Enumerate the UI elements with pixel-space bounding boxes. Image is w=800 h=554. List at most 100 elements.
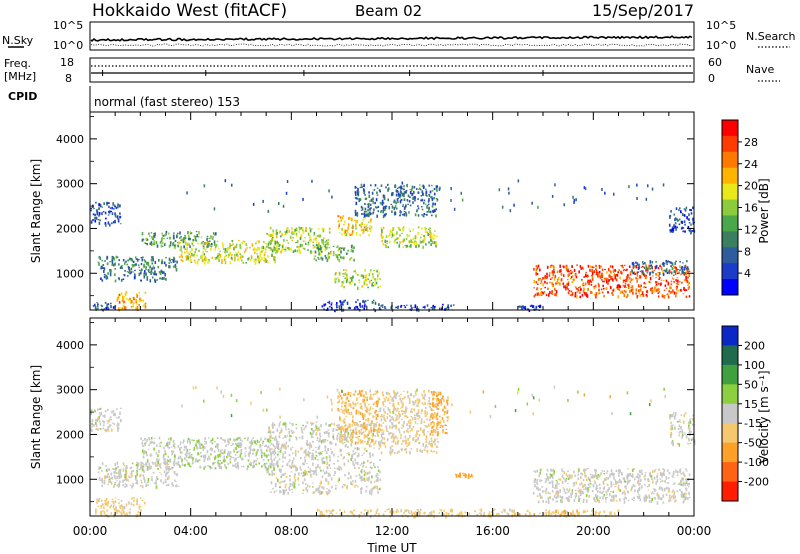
echo-cell bbox=[400, 199, 403, 202]
echo-cell bbox=[343, 462, 346, 466]
echo-cell bbox=[405, 441, 407, 445]
echo-cell bbox=[284, 444, 287, 447]
echo-cell bbox=[282, 460, 284, 463]
echo-cell bbox=[570, 290, 573, 293]
echo-cell bbox=[364, 275, 367, 279]
echo-cell bbox=[190, 259, 192, 262]
echo-cell bbox=[429, 210, 432, 214]
echo-cell bbox=[329, 490, 331, 493]
echo-cell bbox=[183, 449, 186, 451]
echo-cell bbox=[676, 282, 679, 285]
echo-cell bbox=[622, 269, 625, 272]
echo-cell bbox=[120, 291, 123, 295]
echo-cell bbox=[119, 223, 122, 225]
echo-cell bbox=[549, 278, 552, 280]
echo-cell bbox=[381, 304, 383, 307]
echo-cell bbox=[629, 280, 632, 283]
echo-cell bbox=[317, 256, 319, 259]
echo-cell bbox=[395, 435, 397, 439]
echo-cell bbox=[175, 268, 178, 271]
echo-cell bbox=[390, 435, 393, 439]
echo-cell bbox=[230, 256, 233, 260]
echo-cell bbox=[591, 275, 593, 277]
echo-cell bbox=[279, 481, 282, 484]
echo-cell bbox=[116, 475, 118, 480]
echo-cell bbox=[675, 288, 678, 291]
echo-cell bbox=[282, 204, 285, 208]
echo-cell bbox=[410, 410, 412, 413]
echo-cell bbox=[358, 410, 360, 415]
echo-cell bbox=[276, 245, 278, 249]
echo-cell bbox=[509, 209, 512, 213]
echo-cell bbox=[276, 249, 278, 253]
echo-cell bbox=[581, 278, 583, 281]
echo-cell bbox=[411, 400, 414, 403]
echo-cell bbox=[640, 266, 643, 268]
echo-cell bbox=[325, 456, 328, 459]
echo-cell bbox=[382, 416, 384, 418]
echo-cell bbox=[380, 227, 383, 230]
echo-cell bbox=[312, 457, 314, 461]
echo-cell bbox=[370, 397, 372, 399]
echo-cell bbox=[524, 307, 527, 310]
echo-cell bbox=[114, 214, 117, 218]
echo-cell bbox=[374, 411, 376, 414]
echo-cell bbox=[358, 281, 361, 283]
echo-cell bbox=[94, 216, 96, 220]
echo-cell bbox=[191, 439, 193, 441]
echo-cell bbox=[413, 404, 416, 406]
echo-cell bbox=[129, 484, 132, 486]
echo-cell bbox=[237, 463, 239, 466]
echo-cell bbox=[417, 430, 420, 432]
echo-cell bbox=[252, 202, 255, 206]
echo-cell bbox=[360, 462, 363, 465]
echo-cell bbox=[264, 437, 267, 440]
echo-cell bbox=[234, 454, 237, 456]
echo-cell bbox=[673, 224, 675, 228]
echo-cell bbox=[224, 464, 226, 467]
echo-cell bbox=[267, 459, 270, 462]
echo-cell bbox=[285, 488, 287, 492]
echo-cell bbox=[343, 286, 345, 289]
echo-cell bbox=[208, 243, 211, 247]
echo-cell bbox=[402, 410, 404, 412]
echo-cell bbox=[335, 485, 337, 487]
echo-cell bbox=[116, 417, 118, 419]
echo-cell bbox=[131, 462, 134, 465]
echo-cell bbox=[436, 397, 439, 400]
echo-cell bbox=[370, 412, 372, 415]
echo-cell bbox=[370, 492, 373, 496]
echo-cell bbox=[617, 295, 619, 299]
echo-cell bbox=[401, 443, 403, 445]
echo-cell bbox=[426, 205, 428, 209]
echo-cell bbox=[650, 287, 652, 292]
echo-cell bbox=[94, 219, 97, 223]
echo-cell bbox=[687, 225, 690, 229]
echo-cell bbox=[675, 280, 678, 282]
echo-cell bbox=[155, 241, 158, 245]
echo-cell bbox=[113, 504, 115, 507]
echo-cell bbox=[419, 427, 422, 431]
echo-cell bbox=[285, 483, 287, 486]
echo-cell bbox=[318, 445, 321, 449]
echo-cell bbox=[114, 469, 117, 471]
echo-cell bbox=[560, 268, 562, 272]
echo-cell bbox=[208, 241, 210, 244]
echo-cell bbox=[280, 447, 282, 451]
echo-cell bbox=[161, 245, 164, 247]
echo-cell bbox=[315, 450, 317, 453]
echo-cell bbox=[673, 274, 675, 276]
echo-cell bbox=[409, 435, 411, 438]
echo-cell bbox=[202, 455, 205, 459]
echo-cell bbox=[403, 198, 406, 202]
echo-cell bbox=[203, 259, 206, 261]
echo-cell bbox=[197, 452, 199, 456]
echo-cell bbox=[269, 226, 272, 228]
echo-cell bbox=[125, 465, 128, 469]
echo-cell bbox=[363, 231, 365, 233]
echo-cell bbox=[435, 244, 437, 248]
echo-cell bbox=[122, 508, 125, 510]
echo-cell bbox=[269, 243, 272, 245]
echo-cell bbox=[651, 290, 653, 292]
echo-cell bbox=[239, 454, 242, 457]
